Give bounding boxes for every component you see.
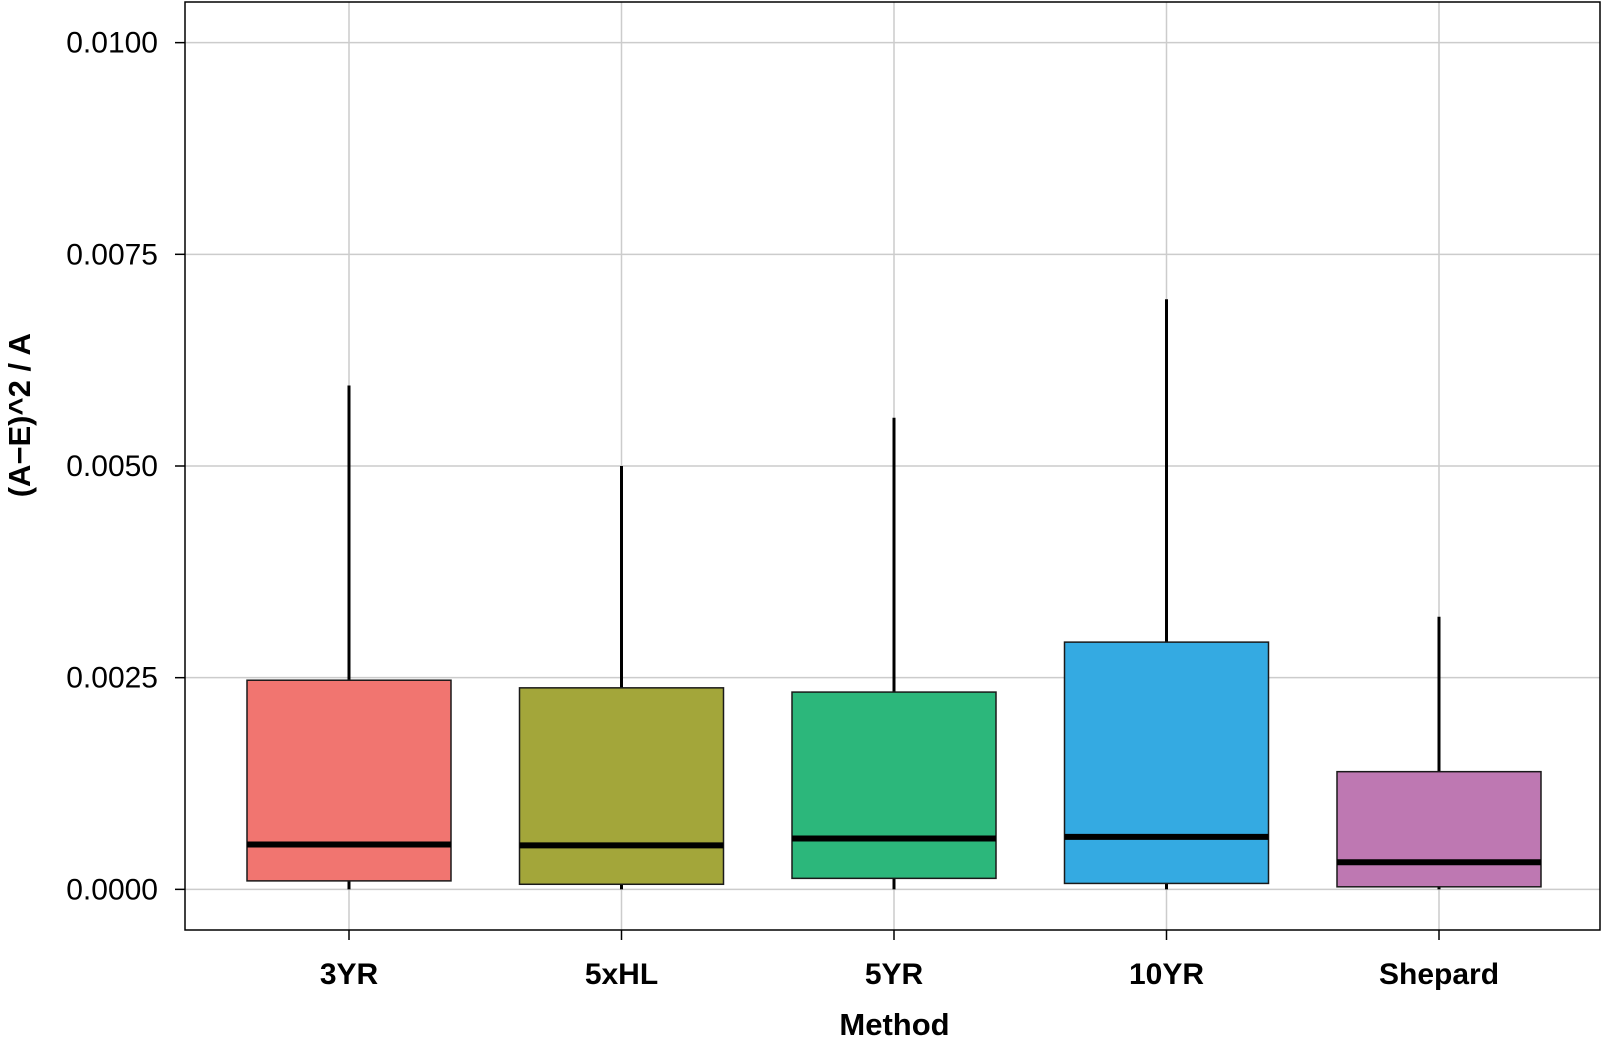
- box-10yr: [1063, 299, 1270, 890]
- box-body: [1336, 770, 1542, 888]
- y-tick-label: 0.0000: [66, 873, 158, 906]
- y-tick-label: 0.0025: [66, 662, 158, 695]
- box-shepard: [1336, 616, 1542, 890]
- x-tick-label: Shepard: [1379, 958, 1499, 991]
- box-body: [246, 679, 452, 882]
- axes: 0.0000 0.0025 0.0050 0.0075 0.0100 3YR 5xHL 5YR…: [66, 27, 1499, 991]
- x-tick-label: 5xHL: [585, 958, 658, 991]
- box-5yr: [791, 417, 997, 890]
- box-3yr: [246, 385, 452, 890]
- box-5xhl: [518, 466, 725, 890]
- x-tick-label: 10YR: [1129, 958, 1204, 991]
- x-tick-label: 3YR: [320, 958, 379, 991]
- y-tick-label: 0.0050: [66, 450, 158, 483]
- x-axis-title: Method: [839, 1007, 949, 1042]
- x-tick-label: 5YR: [865, 958, 924, 991]
- box-body: [791, 691, 997, 880]
- y-tick-label: 0.0100: [66, 27, 158, 60]
- y-axis-title: (A−E)^2 / A: [2, 333, 37, 497]
- y-tick-label: 0.0075: [66, 238, 158, 271]
- box-body: [518, 687, 725, 886]
- box-body: [1063, 641, 1270, 885]
- boxes: [246, 299, 1542, 890]
